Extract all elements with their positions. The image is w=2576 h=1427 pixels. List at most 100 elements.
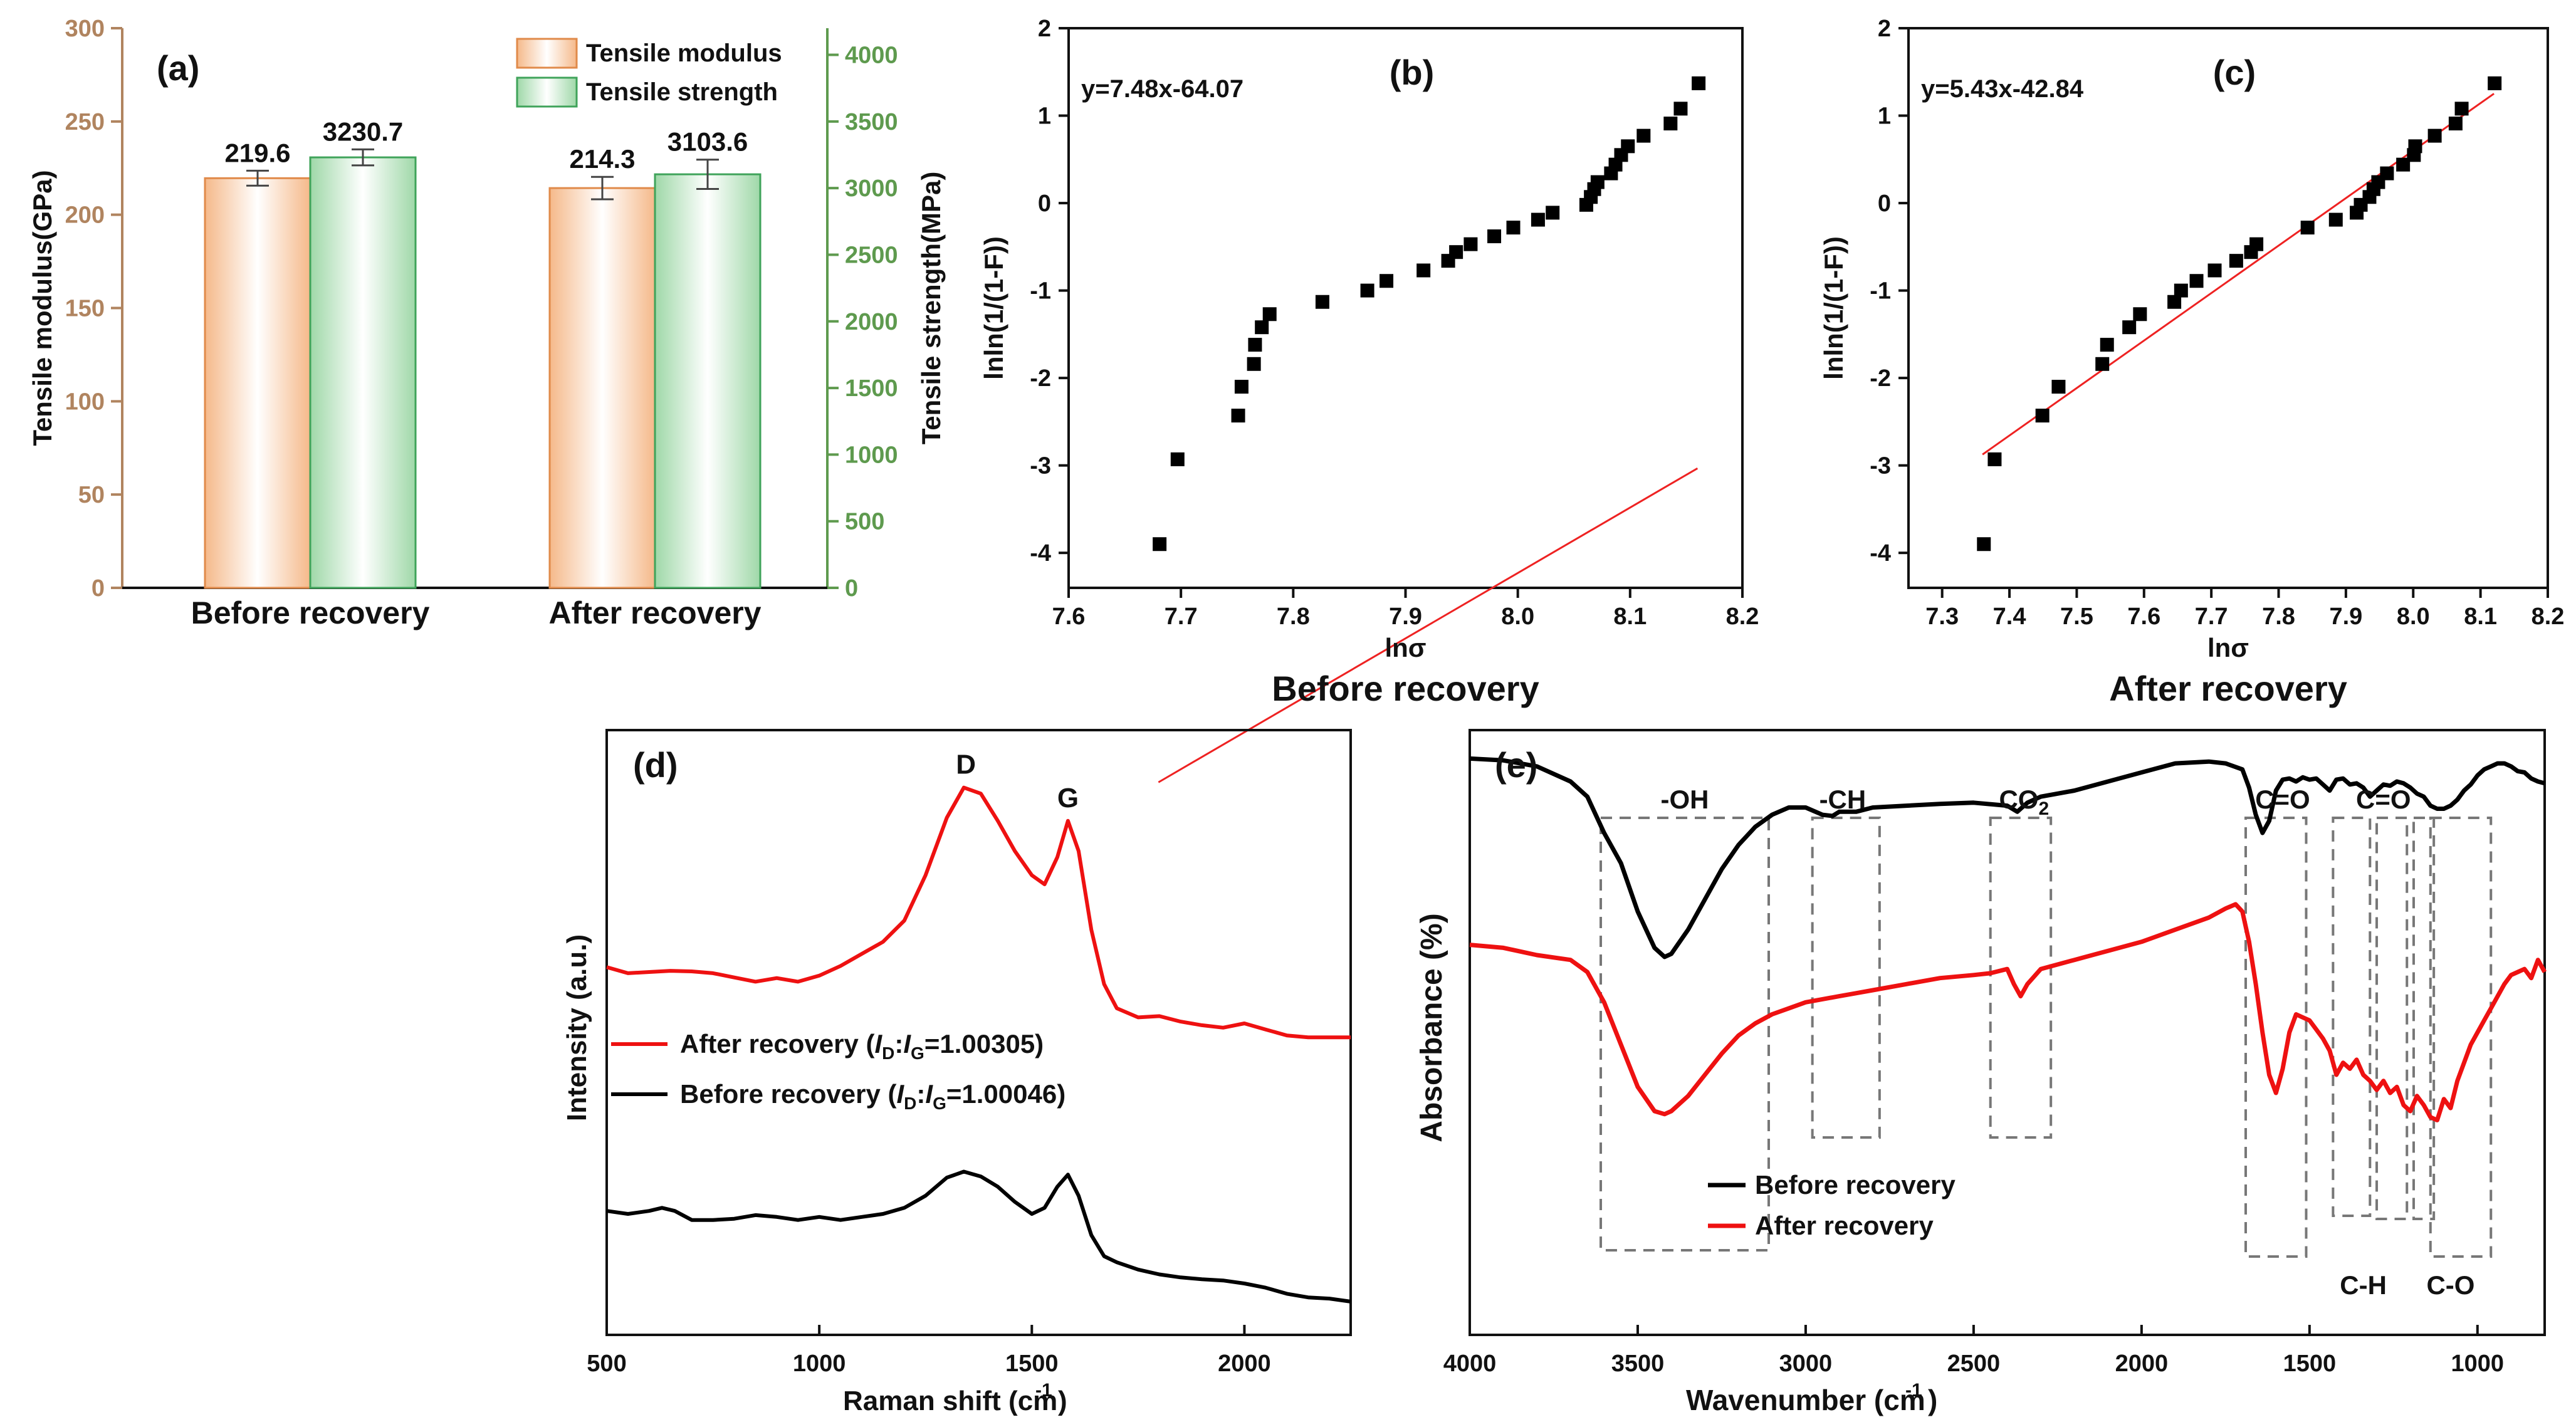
x-tick-label: 8.1 [1613, 604, 1647, 630]
legend-label: After recovery (ID:IG=1.00305) [680, 1029, 1044, 1063]
data-point [2300, 221, 2315, 235]
fit-equation: y=7.48x-64.07 [1081, 75, 1243, 103]
bar-value-label: 214.3 [569, 144, 635, 174]
after-recovery-curve [606, 785, 1351, 1040]
x-tick-label: 7.6 [1052, 604, 1086, 630]
band-label: CO2 [1999, 785, 2049, 819]
panel-c: 7.3 7.4 7.5 7.6 7.7 7.8 7.9 8.0 8.1 8.2 -4 -3 -2 -1 0 1… [1819, 16, 2564, 708]
x-tick-label: 3000 [1779, 1351, 1833, 1377]
plot-frame [605, 729, 1352, 1336]
band-label: -CH [1819, 785, 1867, 814]
y-tick-label: -2 [1030, 365, 1051, 392]
peak-label: D [956, 750, 976, 780]
band-label: C=O [2255, 785, 2310, 814]
y-tick-label-right: 0 [845, 575, 858, 602]
y-tick-label-left: 50 [78, 482, 105, 508]
x-tick-label: 1000 [793, 1351, 846, 1377]
data-point [1170, 452, 1185, 466]
band-label-bottom: C-H [2340, 1270, 2387, 1300]
x-axis-label-sup: -1 [1905, 1380, 1922, 1401]
x-category-label: Before recovery [191, 595, 430, 630]
data-point [1487, 229, 1502, 244]
legend-prefix: Before recovery ( [680, 1079, 897, 1109]
x-tick-label: 2500 [1947, 1351, 2001, 1377]
plot-frame [1067, 27, 1744, 589]
y-tick-label: -4 [1030, 540, 1051, 567]
data-point [1590, 175, 1605, 189]
x-tick-label: 7.9 [2329, 604, 2362, 630]
data-point [1663, 117, 1678, 131]
band-region-box [2375, 817, 2409, 1220]
x-tick-label: 8.1 [2464, 604, 2497, 630]
panel-label-e: (e) [1495, 745, 1537, 785]
bar-value-label: 219.6 [224, 138, 290, 167]
panel-label-d: (d) [633, 745, 678, 785]
band-label-main: CO [1999, 785, 2038, 814]
data-point [2229, 254, 2243, 268]
panel-caption: Before recovery [1272, 669, 1539, 708]
ratio-id-sub: D [904, 1094, 916, 1113]
legend-label: Before recovery [1755, 1170, 1956, 1200]
data-point [1673, 102, 1688, 116]
band-region-box [1600, 817, 1770, 1252]
data-point [1531, 212, 1545, 227]
data-point [2448, 117, 2463, 131]
plot-frame [1469, 729, 2546, 1336]
band-region-box [2332, 817, 2372, 1217]
ratio-id-sub: D [882, 1043, 894, 1063]
bar-value-label: 3103.6 [668, 127, 748, 157]
x-tick-label: 8.0 [1501, 604, 1534, 630]
x-axis-label: Wavenumber (cm [1686, 1384, 1925, 1416]
band-region-box [2429, 817, 2493, 1258]
y-tick-label-left: 250 [65, 109, 105, 135]
x-axis-label-end: ) [1928, 1384, 1937, 1416]
data-point [2051, 380, 2066, 394]
data-point [1231, 409, 1245, 423]
modulus-bar [548, 187, 656, 589]
x-axis-label-end: ) [1058, 1386, 1067, 1416]
x-tick-label: 2000 [2115, 1351, 2169, 1377]
x-tick-label: 7.7 [2195, 604, 2228, 630]
x-tick-label: 3500 [1611, 1351, 1665, 1377]
y-tick-label-right: 2500 [845, 242, 898, 268]
data-point [2122, 320, 2137, 335]
data-point [2380, 166, 2394, 180]
peak-label: G [1057, 783, 1079, 813]
before-recovery-curve [1469, 756, 2545, 959]
data-point [2035, 409, 2050, 423]
data-point [1506, 221, 1521, 235]
band-label: -OH [1661, 785, 1709, 814]
x-tick-label: 8.0 [2397, 604, 2430, 630]
ratio-id-symbol: I [897, 1079, 905, 1109]
data-point [1636, 128, 1651, 143]
x-axis-label: Raman shift (cm [843, 1386, 1057, 1416]
x-category-label: After recovery [548, 595, 761, 630]
x-tick-label: 7.8 [1277, 604, 1310, 630]
y-tick-label: -3 [1870, 453, 1891, 479]
modulus-bar [204, 177, 312, 589]
data-point [1546, 206, 1560, 220]
x-tick-label: 7.9 [1389, 604, 1422, 630]
panel-label-a: (a) [157, 48, 199, 88]
band-label: C=O [2356, 785, 2411, 814]
panel-label: (b) [1390, 53, 1435, 92]
data-point [2328, 212, 2343, 227]
data-point [2249, 237, 2264, 251]
data-point [2095, 357, 2110, 371]
x-tick-label: 8.2 [1726, 604, 1759, 630]
y-tick-label: 0 [1038, 191, 1051, 217]
x-tick-label: 7.8 [2262, 604, 2295, 630]
band-region-box [2244, 817, 2308, 1258]
x-tick-label: 1500 [2283, 1351, 2337, 1377]
legend-label: Tensile modulus [586, 39, 782, 67]
x-axis-label: lnσ [1385, 633, 1426, 662]
y-tick-label: 2 [1038, 16, 1051, 42]
x-tick-label: 4000 [1443, 1351, 1497, 1377]
data-point [1153, 537, 1167, 551]
data-point [2427, 128, 2442, 143]
data-point [1248, 338, 1262, 352]
x-tick-label: 2000 [1218, 1351, 1271, 1377]
y-tick-label-right: 3000 [845, 175, 898, 202]
